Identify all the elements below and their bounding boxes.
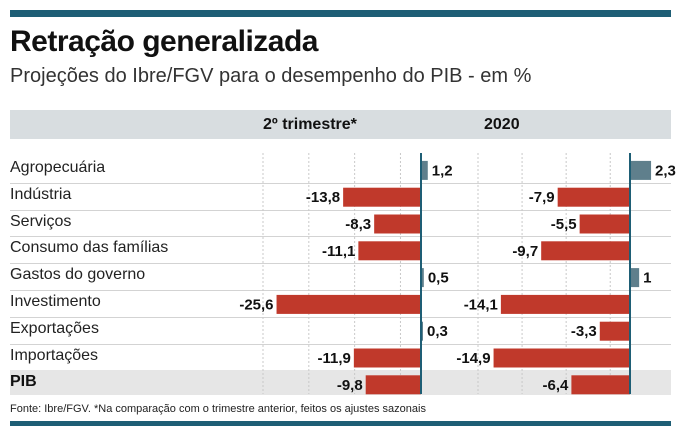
value-label-1-2: -5,5 xyxy=(551,216,577,233)
category-label: Exportações xyxy=(10,319,99,337)
value-label-0-7: -11,9 xyxy=(317,350,350,367)
row-separator xyxy=(10,236,671,237)
value-label-1-1: -7,9 xyxy=(529,189,555,206)
bar-1-2 xyxy=(579,214,630,234)
value-label-0-8: -9,8 xyxy=(337,377,363,394)
bar-0-8 xyxy=(365,375,421,395)
chart-subtitle: Projeções do Ibre/FGV para o desempenho … xyxy=(10,65,532,87)
bar-1-8 xyxy=(571,375,630,395)
row-separator xyxy=(10,263,671,264)
bar-1-7 xyxy=(493,348,630,368)
category-label: Importações xyxy=(10,346,99,364)
bar-1-4 xyxy=(630,268,640,288)
value-label-0-1: -13,8 xyxy=(306,189,340,206)
category-label: PIB xyxy=(10,373,37,391)
category-label: Agropecuária xyxy=(10,159,106,176)
value-label-0-0: 1,2 xyxy=(432,162,453,179)
row-separator xyxy=(10,183,671,184)
series-header-quarter: 2º trimestre* xyxy=(263,116,357,133)
value-label-0-2: -8,3 xyxy=(345,216,371,233)
value-label-1-4: 1 xyxy=(643,270,651,287)
row-separator xyxy=(10,210,671,211)
category-label: Indústria xyxy=(10,185,72,203)
top-accent-bar xyxy=(10,10,671,17)
category-label: Consumo das famílias xyxy=(10,239,169,257)
row-separator xyxy=(10,317,671,318)
bar-0-2 xyxy=(374,214,421,234)
value-label-0-3: -11,1 xyxy=(322,243,355,260)
bottom-accent-bar xyxy=(10,421,671,426)
value-label-1-8: -6,4 xyxy=(543,377,570,394)
bar-1-6 xyxy=(599,321,630,341)
bar-0-3 xyxy=(358,241,421,261)
value-label-1-0: 2,3 xyxy=(655,162,676,179)
category-label: Gastos do governo xyxy=(10,266,146,284)
value-label-0-6: 0,3 xyxy=(427,323,448,340)
row-separator xyxy=(10,290,671,291)
column-header-band xyxy=(10,110,671,139)
value-label-0-4: 0,5 xyxy=(428,270,449,287)
pib-row-band xyxy=(10,370,671,395)
chart-title: Retração generalizada xyxy=(10,25,318,58)
category-label: Serviços xyxy=(10,212,72,230)
bar-0-1 xyxy=(343,187,421,207)
row-separator xyxy=(10,344,671,345)
category-label: Investimento xyxy=(10,293,101,310)
series-header-year: 2020 xyxy=(484,116,520,133)
bar-1-0 xyxy=(630,160,652,180)
bar-1-5 xyxy=(500,294,630,314)
value-label-1-7: -14,9 xyxy=(456,350,490,367)
value-label-1-6: -3,3 xyxy=(571,323,597,340)
value-label-1-5: -14,1 xyxy=(464,296,498,313)
bar-0-5 xyxy=(276,294,421,314)
value-label-0-5: -25,6 xyxy=(239,296,273,313)
bar-1-3 xyxy=(541,241,630,261)
bar-0-4 xyxy=(421,268,424,288)
value-label-1-3: -9,7 xyxy=(512,243,538,260)
bar-0-0 xyxy=(421,160,428,180)
bar-1-1 xyxy=(557,187,630,207)
bar-0-7 xyxy=(353,348,421,368)
source-note: Fonte: Ibre/FGV. *Na comparação com o tr… xyxy=(10,403,426,415)
